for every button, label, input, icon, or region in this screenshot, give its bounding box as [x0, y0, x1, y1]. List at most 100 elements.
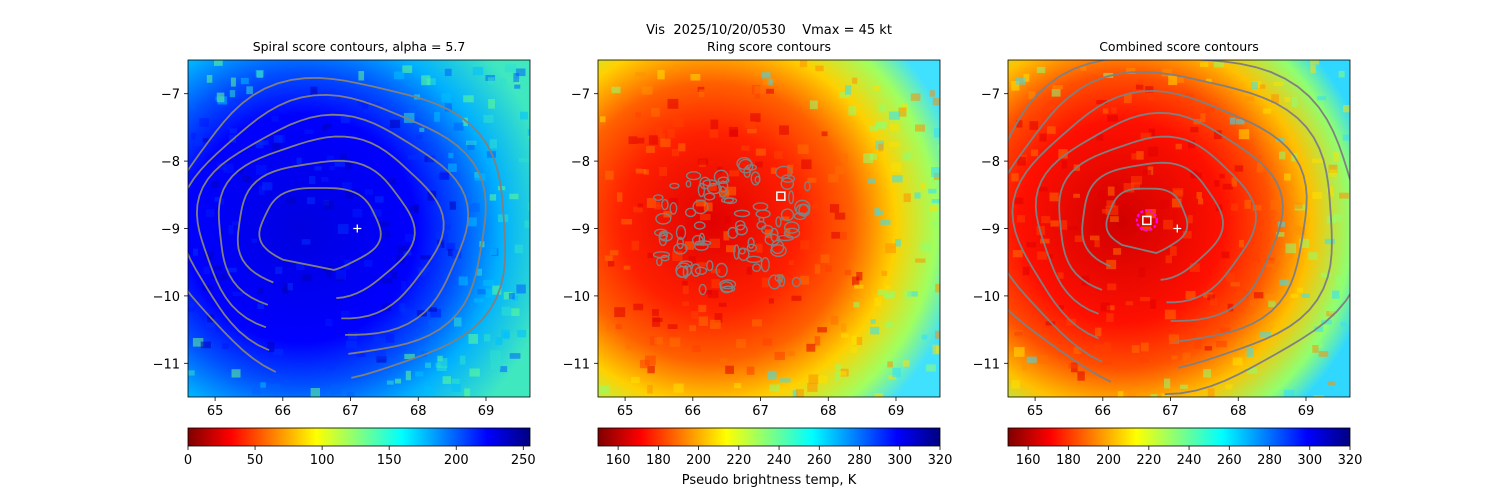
colorbar-tick-label: 280: [847, 453, 872, 468]
x-tick-label: 67: [342, 404, 359, 419]
contour-line: [770, 239, 785, 255]
panel-3: Combined score contours 65 66 67 68 69 −7 −8 −9 −…: [973, 39, 1363, 468]
contour-line: [719, 281, 734, 294]
heatmap-image: [1008, 60, 1350, 397]
colorbar-tick-label: 200: [1096, 453, 1121, 468]
center-plus-marker: [353, 224, 362, 233]
colorbar-tick-label: 260: [807, 453, 832, 468]
contour-line: [745, 255, 763, 263]
contour-line: [752, 263, 762, 272]
y-tick-label: −8: [571, 155, 590, 170]
panel-1: Spiral score contours, alpha = 5.7 65 66 67…: [153, 39, 536, 468]
contour-line: [750, 171, 761, 186]
x-tick-label: 68: [1230, 404, 1247, 419]
y-tick-label: −8: [981, 155, 1000, 170]
contour-line: [669, 202, 678, 215]
contour-line: [764, 233, 781, 246]
ring-center-marker: [776, 191, 786, 201]
x-tick-label: 66: [1095, 404, 1112, 419]
contour-line: [703, 192, 716, 201]
x-tick-label: 68: [820, 404, 837, 419]
colorbar-tick-label: 300: [887, 453, 912, 468]
x-tick-label: 69: [888, 404, 905, 419]
contour-line: [1011, 89, 1308, 343]
combined-center-square: [1142, 215, 1152, 226]
y-tick-label: −11: [973, 357, 1000, 372]
heatmap-image: [188, 60, 530, 397]
contour-line: [676, 236, 684, 250]
contour-line: [1105, 187, 1189, 254]
contour-line: [217, 135, 445, 320]
colorbar-tick-label: 260: [1217, 453, 1242, 468]
panel-title: Ring score contours: [707, 39, 831, 54]
y-tick-label: −10: [563, 290, 590, 305]
colorbar-tick-label: 280: [1257, 453, 1282, 468]
contour-line: [768, 274, 782, 290]
colorbar-tick-label: 220: [726, 453, 751, 468]
colorbar-tick-label: 50: [247, 453, 264, 468]
contour-line: [697, 182, 706, 198]
contour-line: [783, 227, 801, 239]
contour-line: [693, 221, 706, 230]
colorbar-tick-label: 200: [686, 453, 711, 468]
contour-line: [770, 227, 779, 243]
contour-line: [685, 179, 692, 188]
y-tick-label: −10: [153, 290, 180, 305]
x-tick-label: 67: [752, 404, 769, 419]
y-tick-label: −7: [571, 88, 590, 103]
contour-line: [673, 242, 688, 255]
colorbar-tick-label: 0: [184, 453, 192, 468]
contour-line: [655, 212, 672, 225]
contour-line: [195, 113, 470, 336]
colorbar-tick-label: 240: [767, 453, 792, 468]
contour-line: [783, 221, 800, 234]
contour-line: [743, 166, 751, 178]
contour-line: [794, 199, 811, 215]
contour-line: [788, 190, 795, 205]
contour-line: [775, 216, 782, 228]
contour-line: [188, 76, 507, 379]
y-tick-label: −11: [563, 357, 590, 372]
colorbar-tick-label: 180: [1056, 453, 1081, 468]
contour-line: [685, 171, 702, 181]
contour-line: [727, 226, 739, 239]
colorbar-tick-label: 240: [1177, 453, 1202, 468]
contour-line: [1058, 135, 1257, 304]
contour-line: [675, 224, 687, 240]
contour-line: [717, 176, 730, 184]
panel-title: Combined score contours: [1099, 39, 1259, 54]
contour-line: [258, 187, 382, 271]
contour-line: [682, 265, 689, 279]
contour-line: [770, 244, 787, 258]
contour-line: [804, 180, 811, 192]
contour-line: [760, 257, 770, 273]
contour-line: [747, 237, 755, 249]
contour-line: [706, 182, 722, 195]
contour-line: [1008, 60, 1350, 396]
colorbar-tick-label: 200: [444, 453, 469, 468]
contour-line: [656, 257, 663, 267]
heatmap-image: [598, 60, 940, 397]
colorbar-tick-label: 180: [646, 453, 671, 468]
contour-line: [188, 93, 487, 355]
contour-line: [702, 179, 718, 187]
contour-line: [715, 262, 728, 278]
x-tick-label: 68: [410, 404, 427, 419]
contour-line: [733, 244, 740, 260]
colorbar-tick-label: 250: [511, 453, 536, 468]
contour-line: [721, 197, 735, 204]
contour-line: [721, 285, 736, 293]
contour-line: [718, 180, 729, 193]
contour-line: [752, 202, 769, 212]
contour-line: [733, 209, 751, 218]
colorbar-label: Pseudo brightness temp, K: [682, 473, 857, 488]
contour-line: [738, 158, 754, 174]
colorbar: [597, 427, 941, 447]
y-tick-label: −9: [161, 223, 180, 238]
contour-line: [661, 199, 669, 211]
contour-line: [658, 230, 669, 241]
contour-line: [653, 194, 664, 202]
colorbar-tick-label: 100: [310, 453, 335, 468]
x-tick-label: 69: [1298, 404, 1315, 419]
